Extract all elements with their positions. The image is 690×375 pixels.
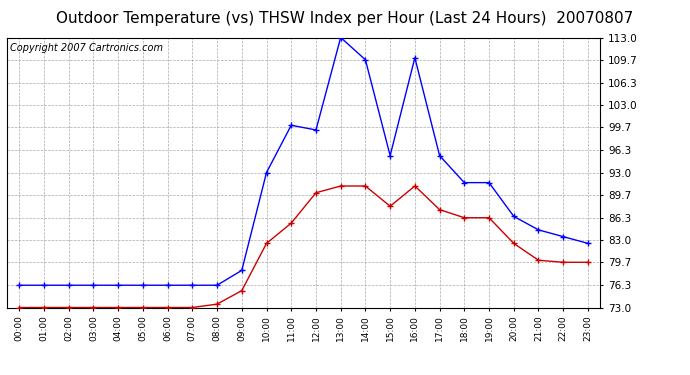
Text: Copyright 2007 Cartronics.com: Copyright 2007 Cartronics.com [10,43,163,53]
Text: Outdoor Temperature (vs) THSW Index per Hour (Last 24 Hours)  20070807: Outdoor Temperature (vs) THSW Index per … [57,11,633,26]
